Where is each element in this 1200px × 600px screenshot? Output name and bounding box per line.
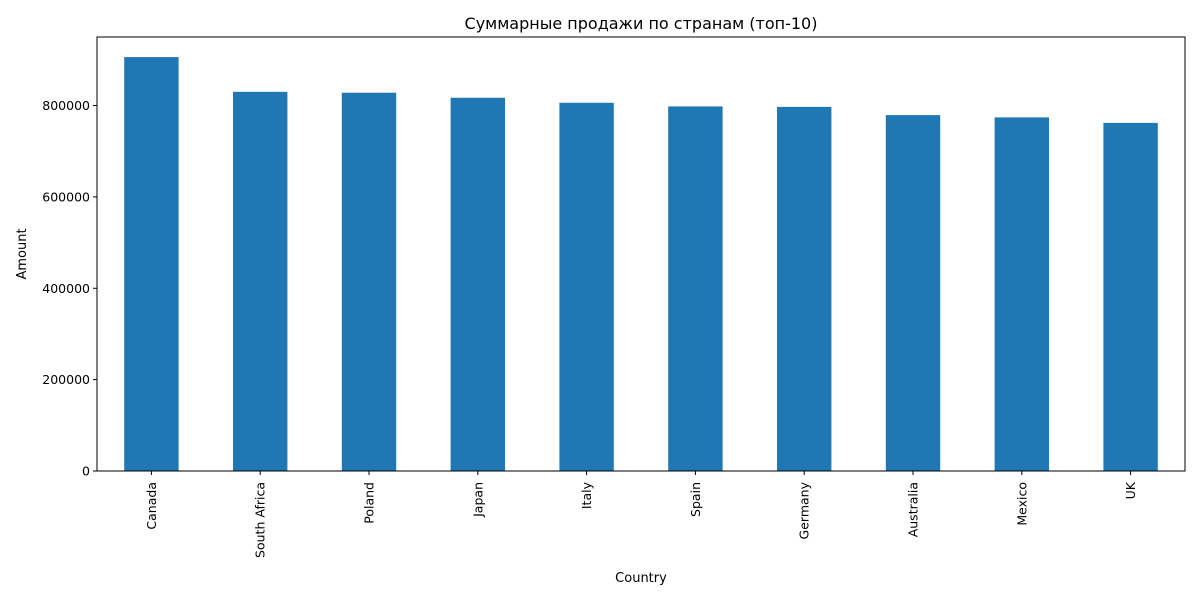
bar [668,106,723,471]
bar [233,91,288,472]
bar [124,57,179,472]
x-tick-label: Germany [797,481,812,539]
x-tick-label: South Africa [253,482,268,558]
y-tick-label: 400000 [42,281,90,296]
x-tick-label: UK [1123,481,1138,499]
bar [1103,122,1158,471]
bar [777,106,832,471]
y-tick-label: 0 [82,464,90,479]
x-tick-label: Poland [362,482,377,524]
plot-frame [96,36,1186,472]
chart-title: Суммарные продажи по странам (топ-10) [465,14,818,33]
bar [450,97,505,471]
y-tick-label: 600000 [42,189,90,204]
x-tick-label: Italy [579,481,594,509]
bar [559,102,614,471]
bar [341,92,397,471]
plot-area: 0 200000 400000 600000 800000 Canada South Afr… [42,57,1158,558]
y-tick-label: 800000 [42,98,90,113]
x-axis-label: Country [615,571,667,586]
y-axis-label: Amount [15,228,30,279]
x-tick-label: Mexico [1014,482,1029,526]
bar [994,117,1049,472]
x-tick-label: Australia [906,482,921,537]
y-tick-label: 200000 [42,372,90,387]
x-tick-label: Spain [688,482,703,517]
x-tick-label: Canada [144,482,159,530]
bar [885,115,941,472]
x-tick-label: Japan [470,482,485,518]
